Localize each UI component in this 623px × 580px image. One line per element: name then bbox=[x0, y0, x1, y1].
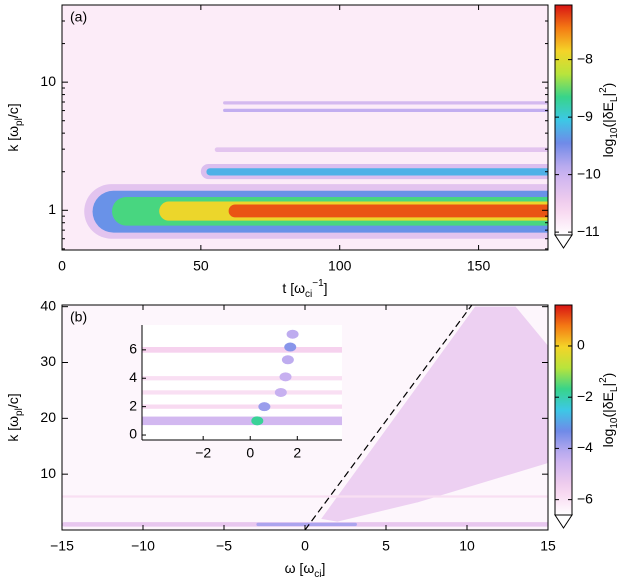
y-tick-label: 2 bbox=[129, 397, 137, 413]
colorbar-tick-label: −11 bbox=[577, 223, 600, 239]
y-tick-label: 10 bbox=[40, 73, 56, 89]
x-tick-label: 0 bbox=[246, 445, 254, 461]
colorbar-tick-label: −9 bbox=[577, 108, 593, 124]
label-part: log bbox=[600, 429, 616, 448]
x-tick-label: 2 bbox=[293, 445, 301, 461]
x-tick-label: −15 bbox=[50, 538, 74, 554]
band bbox=[206, 168, 548, 176]
panel-label: (a) bbox=[70, 9, 87, 25]
colorbar bbox=[554, 304, 573, 516]
label-part: ] bbox=[324, 280, 328, 296]
band bbox=[142, 416, 342, 426]
colorbar-tick-label: 0 bbox=[577, 337, 585, 353]
colorbar-tick-label: −6 bbox=[577, 490, 593, 506]
x-tick-label: −10 bbox=[131, 538, 155, 554]
colorbar-tick-label: −10 bbox=[577, 165, 601, 181]
band bbox=[228, 204, 548, 218]
x-tick-label: −2 bbox=[195, 445, 211, 461]
y-tick-label: 20 bbox=[40, 409, 56, 425]
x-tick-label: 10 bbox=[459, 538, 475, 554]
x-tick-label: 0 bbox=[301, 538, 309, 554]
dashed-line bbox=[304, 305, 473, 530]
inset-area bbox=[142, 329, 342, 426]
y-tick-label: 1 bbox=[48, 201, 56, 217]
label-part: pl bbox=[14, 408, 25, 416]
label-part: | bbox=[600, 383, 616, 387]
colorbar-tick-label: −2 bbox=[577, 388, 593, 404]
band bbox=[223, 108, 548, 112]
y-tick-label: 40 bbox=[40, 297, 56, 313]
axis-label: k [ωpl/c] bbox=[5, 393, 25, 441]
band bbox=[223, 101, 548, 105]
band bbox=[142, 404, 342, 409]
band bbox=[142, 347, 342, 353]
label-part: ) bbox=[600, 373, 616, 378]
label-part: L bbox=[609, 96, 620, 102]
colorbar-tick-label: −8 bbox=[577, 50, 593, 66]
colorbar-extension bbox=[554, 234, 573, 249]
label-part: ] bbox=[321, 560, 325, 576]
band bbox=[214, 147, 548, 153]
spot bbox=[281, 355, 294, 365]
diffuse-region bbox=[321, 306, 548, 522]
spot bbox=[258, 402, 271, 412]
spot bbox=[279, 372, 292, 382]
label-part: 2 bbox=[598, 87, 609, 93]
x-tick-label: 100 bbox=[328, 258, 352, 274]
label-part: ci bbox=[305, 289, 312, 300]
x-tick-label: 15 bbox=[540, 538, 556, 554]
band bbox=[256, 522, 357, 527]
label-part: log bbox=[600, 139, 616, 158]
x-tick-label: 5 bbox=[382, 538, 390, 554]
colorbar-tick-label: −4 bbox=[577, 439, 593, 455]
label-part: (|δE bbox=[600, 102, 616, 127]
band bbox=[62, 495, 548, 498]
label-part: k [ω bbox=[5, 126, 21, 152]
label-part: ci bbox=[314, 569, 321, 580]
y-tick-label: 30 bbox=[40, 353, 56, 369]
label-part: ) bbox=[600, 83, 616, 88]
x-tick-label: 150 bbox=[467, 258, 491, 274]
x-tick-label: 50 bbox=[193, 258, 209, 274]
spot bbox=[286, 329, 299, 339]
label-part: 2 bbox=[598, 377, 609, 383]
label-part: pl bbox=[14, 118, 25, 126]
colorbar-extension bbox=[554, 514, 573, 529]
band bbox=[142, 376, 342, 381]
y-tick-label: 10 bbox=[40, 465, 56, 481]
label-part: (|δE bbox=[600, 392, 616, 417]
label-part: 10 bbox=[609, 417, 620, 429]
label-part: ω [ω bbox=[285, 560, 315, 576]
y-tick-label: 4 bbox=[129, 369, 137, 385]
axis-label: log10(|δEL|2) bbox=[598, 373, 620, 448]
band bbox=[142, 390, 342, 395]
plot-area bbox=[62, 5, 548, 250]
axis-label: k [ωpl/c] bbox=[5, 103, 25, 151]
spot bbox=[274, 387, 287, 397]
axis-label: t [ωci−1] bbox=[282, 278, 327, 300]
colorbar bbox=[554, 4, 573, 236]
plot-frame bbox=[61, 4, 549, 251]
label-part: k [ω bbox=[5, 416, 21, 442]
axis-label: ω [ωci] bbox=[285, 560, 326, 580]
label-part: −1 bbox=[312, 278, 324, 289]
label-part: 10 bbox=[609, 127, 620, 139]
label-part: /c] bbox=[5, 393, 21, 408]
label-part: L bbox=[609, 386, 620, 392]
x-tick-label: −5 bbox=[216, 538, 232, 554]
x-tick-label: 0 bbox=[58, 258, 66, 274]
panel-label: (b) bbox=[70, 309, 87, 325]
axis-label: log10(|δEL|2) bbox=[598, 83, 620, 158]
y-tick-label: 0 bbox=[129, 426, 137, 442]
label-part: t [ω bbox=[282, 280, 305, 296]
spot bbox=[284, 342, 297, 352]
spot bbox=[251, 416, 264, 426]
y-tick-label: 6 bbox=[129, 341, 137, 357]
label-part: /c] bbox=[5, 103, 21, 118]
label-part: | bbox=[600, 93, 616, 97]
